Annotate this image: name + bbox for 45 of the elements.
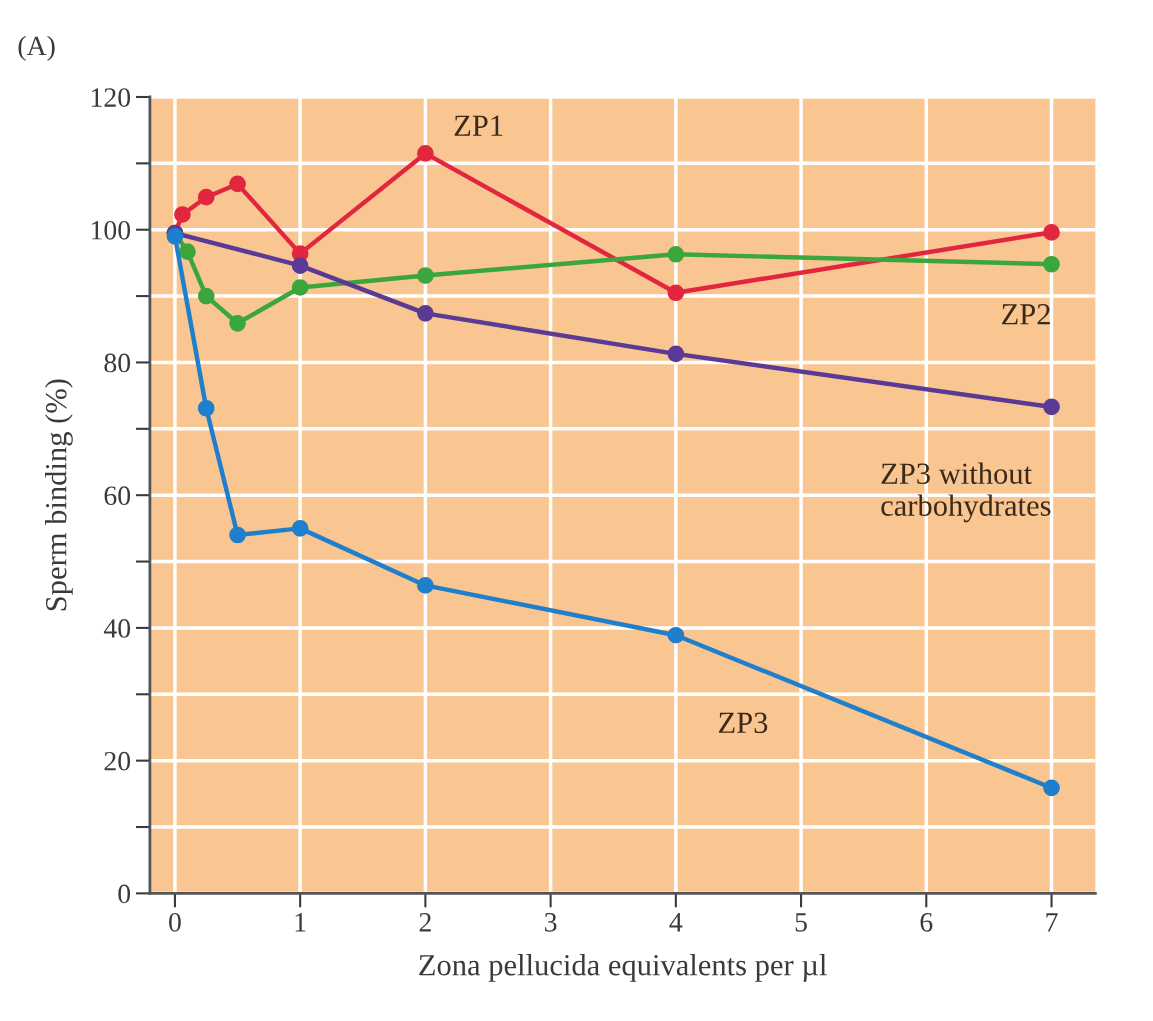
point xyxy=(667,284,685,302)
x-tick-label: 0 xyxy=(169,912,181,932)
point xyxy=(197,287,215,305)
series-label: ZP1 xyxy=(454,115,503,136)
point xyxy=(291,279,309,296)
point xyxy=(667,345,685,363)
point xyxy=(166,228,184,245)
point xyxy=(667,626,685,644)
point xyxy=(417,145,434,162)
point xyxy=(417,267,434,284)
y-tick-label: 20 xyxy=(104,751,131,771)
series-label: ZP3 xyxy=(718,712,768,734)
point xyxy=(417,577,434,594)
y-tick-label: 80 xyxy=(104,353,131,373)
point xyxy=(229,526,246,544)
point xyxy=(1043,224,1060,241)
x-axis-title: Zona pellucida equivalents per µl xyxy=(419,953,827,982)
point xyxy=(179,243,196,260)
series-label: ZP2 xyxy=(1002,304,1050,325)
point xyxy=(417,305,434,322)
y-tick-label: 100 xyxy=(91,220,131,240)
x-tick-label: 6 xyxy=(920,913,933,932)
point xyxy=(229,175,246,193)
x-tick-label: 7 xyxy=(1046,913,1058,932)
point xyxy=(667,245,685,263)
point xyxy=(291,520,309,537)
point xyxy=(229,314,246,332)
x-tick-label: 1 xyxy=(295,913,306,932)
y-tick-label: 0 xyxy=(118,884,131,904)
x-tick-label: 5 xyxy=(795,913,807,932)
point xyxy=(197,399,215,417)
x-tick-label: 4 xyxy=(669,913,683,932)
y-tick-label: 40 xyxy=(103,619,131,638)
point xyxy=(1043,255,1060,273)
x-tick-label: 2 xyxy=(419,913,431,932)
point xyxy=(291,257,309,274)
x-tick-label: 3 xyxy=(545,913,557,932)
point xyxy=(1043,779,1060,797)
y-tick-label: 60 xyxy=(104,486,131,506)
chart-title: (A) xyxy=(18,35,55,61)
y-tick-label: 120 xyxy=(91,88,131,107)
point xyxy=(174,206,191,223)
point xyxy=(197,188,215,206)
y-axis-title: Sperm binding (%) xyxy=(45,379,73,611)
point xyxy=(1043,398,1060,416)
